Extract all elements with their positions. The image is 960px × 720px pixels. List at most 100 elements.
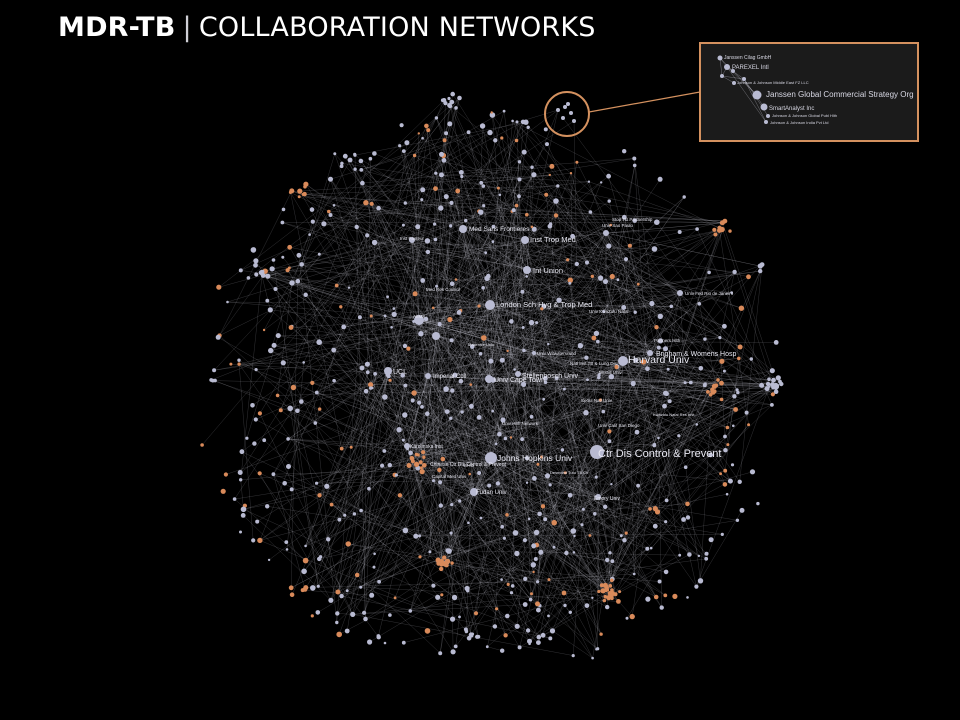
network-node: [583, 410, 589, 416]
network-node: [657, 313, 663, 319]
network-node: [333, 152, 337, 156]
network-node: [254, 368, 258, 372]
label-natl-inst: Natl Inst TB & Lung Dis: [570, 361, 617, 366]
network-node: [517, 194, 521, 199]
network-node: [481, 286, 485, 290]
network-node: [688, 380, 693, 385]
network-node: [255, 519, 260, 524]
network-node: [584, 355, 589, 360]
network-node: [408, 609, 413, 613]
network-node: [342, 153, 348, 159]
network-node: [723, 468, 728, 473]
network-node: [556, 184, 560, 188]
network-node: [663, 569, 669, 575]
network-node: [575, 160, 579, 164]
label-sanofi: Kwazulu Natal Res Inst: [653, 412, 695, 417]
network-node: [440, 593, 444, 597]
title-rest: COLLABORATION NETWORKS: [198, 12, 596, 43]
network-node: [428, 550, 432, 554]
network-node: [521, 326, 525, 329]
network-node: [386, 295, 389, 299]
network-node: [563, 603, 567, 608]
network-node: [713, 232, 718, 237]
network-node: [487, 129, 493, 136]
network-node: [657, 338, 664, 344]
network-node: [335, 620, 339, 625]
network-node: [286, 437, 290, 441]
network-node: [525, 212, 529, 217]
network-node: [598, 275, 604, 281]
network-node: [542, 397, 546, 401]
network-node: [308, 233, 311, 236]
network-node: [720, 532, 724, 537]
network-node: [442, 138, 447, 143]
network-node: [239, 449, 245, 455]
network-node: [536, 634, 542, 640]
network-node: [506, 349, 509, 353]
network-node: [596, 339, 600, 344]
network-node: [599, 632, 603, 636]
network-node: [511, 208, 516, 213]
network-node: [513, 368, 516, 371]
network-node: [632, 156, 637, 161]
network-node: [373, 552, 376, 556]
network-node: [581, 507, 585, 511]
network-node: [240, 506, 247, 513]
network-node: [569, 172, 573, 175]
inset-label-janssen-global: Janssen Global Commercial Strategy Org: [766, 90, 914, 99]
network-node: [547, 614, 550, 618]
network-node: [303, 181, 309, 187]
network-node: [359, 508, 363, 513]
network-node: [522, 348, 526, 353]
network-node: [252, 441, 257, 446]
network-node: [551, 519, 557, 526]
network-node: [543, 127, 548, 132]
network-node: [548, 483, 552, 487]
network-node: [440, 456, 446, 462]
network-node: [606, 243, 612, 249]
network-node: [722, 482, 728, 487]
network-node: [376, 635, 381, 640]
network-node: [315, 481, 319, 485]
network-node: [737, 356, 741, 361]
network-node: [532, 570, 535, 574]
network-node: [490, 377, 496, 383]
network-node: [479, 516, 483, 520]
network-node: [610, 578, 614, 583]
network-node: [363, 200, 369, 206]
network-node: [509, 319, 514, 324]
network-node: [602, 598, 607, 603]
network-node: [586, 378, 589, 381]
network-node: [237, 362, 241, 366]
network-node: [722, 323, 727, 329]
network-node: [603, 279, 608, 285]
network-node: [723, 448, 728, 453]
network-node: [718, 336, 722, 340]
network-node: [439, 172, 444, 178]
edge-bundle: [201, 93, 782, 659]
network-node: [431, 306, 435, 310]
network-node: [543, 376, 548, 381]
network-node: [664, 391, 669, 397]
network-node: [447, 96, 451, 101]
network-node: [645, 546, 650, 551]
network-node: [438, 503, 443, 508]
network-node: [452, 372, 458, 378]
network-node: [417, 400, 422, 405]
network-node: [471, 632, 475, 636]
network-nodes: [200, 91, 784, 660]
network-node: [517, 160, 522, 164]
callout-circle: [544, 91, 590, 137]
network-node: [525, 275, 528, 278]
network-node: [441, 98, 447, 103]
network-node: [547, 578, 551, 582]
network-node: [286, 464, 291, 469]
network-node: [708, 452, 713, 458]
network-node: [663, 346, 668, 352]
network-node: [437, 322, 442, 327]
network-node: [302, 191, 307, 197]
inset-frame: [699, 42, 919, 142]
network-node: [563, 471, 567, 475]
network-node: [466, 130, 471, 135]
network-node: [552, 545, 556, 549]
